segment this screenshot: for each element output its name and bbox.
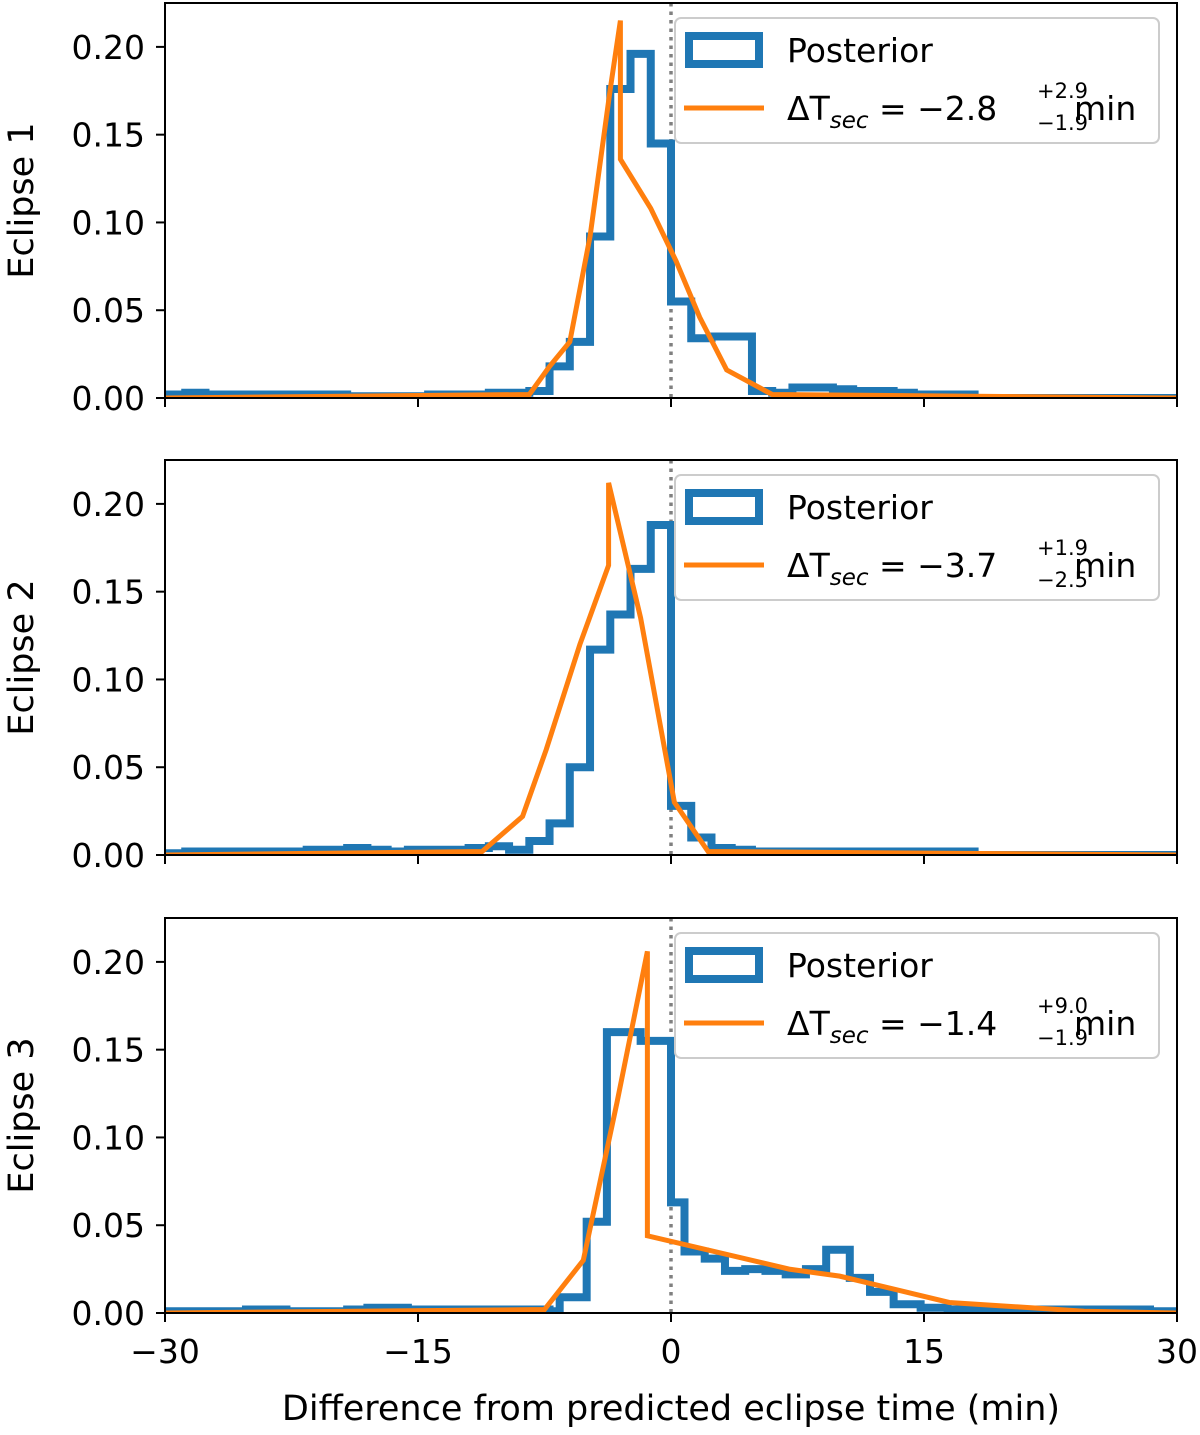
y-tick-label: 0.10 xyxy=(72,1118,145,1157)
legend-posterior-swatch xyxy=(685,489,763,525)
legend-fit-lower-error: −2.5 xyxy=(1037,568,1088,592)
y-tick-label: 0.20 xyxy=(72,485,145,524)
legend-fit-unit: min xyxy=(1074,1004,1136,1043)
y-tick-label: 0.10 xyxy=(72,203,145,242)
legend-fit-label: ΔTsec = −3.7 xyxy=(787,546,997,591)
legend-fit-upper-error: +1.9 xyxy=(1037,536,1088,560)
legend-fit-lower-error: −1.9 xyxy=(1037,1026,1088,1050)
posterior-histogram xyxy=(165,1028,1177,1313)
legend-box xyxy=(674,474,1160,601)
x-tick-label: −15 xyxy=(383,1332,453,1371)
x-tick-label: 15 xyxy=(903,1332,945,1371)
y-tick-label: 0.15 xyxy=(72,573,145,612)
y-tick-label: 0.05 xyxy=(72,291,145,330)
fit-curve xyxy=(165,950,1177,1313)
panel-2: 0.00 0.05 0.10 0.15 0.20 Eclipse 2 Posterior ΔT… xyxy=(2,459,1178,875)
y-axis-label: Eclipse 1 xyxy=(2,122,42,278)
y-tick-label: 0.00 xyxy=(72,836,145,875)
x-axis-label: Difference from predicted eclipse time (… xyxy=(282,1389,1060,1429)
y-axis-label: Eclipse 3 xyxy=(2,1037,42,1193)
legend-fit-upper-error: +9.0 xyxy=(1037,994,1088,1018)
legend-box xyxy=(674,932,1160,1059)
fit-curve xyxy=(165,482,1177,855)
legend-posterior-swatch xyxy=(685,32,763,68)
legend-posterior-label: Posterior xyxy=(787,946,933,985)
y-tick-label: 0.20 xyxy=(72,943,145,982)
x-tick-label: −30 xyxy=(130,1332,200,1371)
legend-fit-label: ΔTsec = −2.8 xyxy=(787,89,997,134)
legend-fit-upper-error: +2.9 xyxy=(1037,79,1088,103)
y-tick-label: 0.00 xyxy=(72,1294,145,1333)
x-tick-label: 30 xyxy=(1156,1332,1198,1371)
legend-posterior-swatch xyxy=(685,947,763,983)
panels-layer: 0.00 0.05 0.10 0.15 0.20 Eclipse 1 Posterior ΔT… xyxy=(2,2,1198,1371)
legend-box xyxy=(674,17,1160,144)
y-tick-label: 0.05 xyxy=(72,1206,145,1245)
legend-posterior-label: Posterior xyxy=(787,31,933,70)
legend-fit-lower-error: −1.9 xyxy=(1037,111,1088,135)
legend-fit-unit: min xyxy=(1074,546,1136,585)
legend-fit-unit: min xyxy=(1074,89,1136,128)
legend-posterior-label: Posterior xyxy=(787,488,933,527)
legend-fit-label: ΔTsec = −1.4 xyxy=(787,1004,997,1049)
y-tick-label: 0.00 xyxy=(72,379,145,418)
panel-1: 0.00 0.05 0.10 0.15 0.20 Eclipse 1 Posterior ΔT… xyxy=(2,2,1178,418)
panel-3: 0.00 0.05 0.10 0.15 0.20 −30 −15 0 15 30 Eclipse 3… xyxy=(2,917,1198,1371)
y-axis-label: Eclipse 2 xyxy=(2,579,42,735)
y-tick-label: 0.15 xyxy=(72,116,145,155)
y-tick-label: 0.05 xyxy=(72,748,145,787)
fit-curve xyxy=(165,20,1177,398)
x-tick-label: 0 xyxy=(661,1332,682,1371)
y-tick-label: 0.15 xyxy=(72,1031,145,1070)
y-tick-label: 0.10 xyxy=(72,660,145,699)
y-tick-label: 0.20 xyxy=(72,28,145,67)
